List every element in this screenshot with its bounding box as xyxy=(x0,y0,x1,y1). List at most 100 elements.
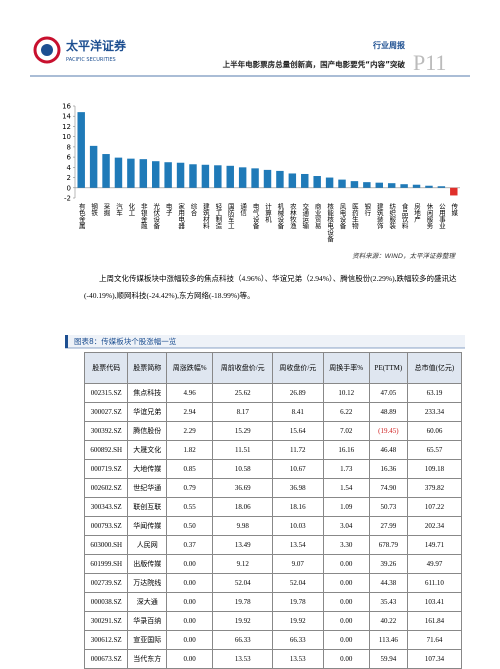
table-cell: 000793.SZ xyxy=(83,516,129,536)
table-cell: 233.34 xyxy=(406,402,463,422)
bar xyxy=(152,161,160,188)
table-cell: 300343.SZ xyxy=(83,497,129,517)
table-row: 300291.SZ 华录百纳 0.00 19.92 19.92 0.00 40.22 161.… xyxy=(83,611,463,631)
table-cell: 60.06 xyxy=(406,421,463,441)
table-cell: 当代东方 xyxy=(127,649,168,669)
x-tick-label: 机械设备 xyxy=(276,202,284,231)
table-cell: 15.29 xyxy=(212,421,274,441)
header-cell: 股票简称 xyxy=(127,352,168,384)
table-cell: 万达院线 xyxy=(127,573,168,593)
logo-icon xyxy=(33,36,61,64)
logo-icon xyxy=(41,44,53,56)
table-cell: 1.82 xyxy=(166,440,214,460)
table-cell: 10.12 xyxy=(322,383,370,403)
table-cell: 26.89 xyxy=(272,383,324,403)
table-cell: 25.62 xyxy=(212,383,274,403)
table-cell: 107.34 xyxy=(406,649,463,669)
table-cell: 7.02 xyxy=(322,421,370,441)
table-cell: 47.05 xyxy=(368,383,408,403)
table-cell: 2.94 xyxy=(166,402,214,422)
y-tick-label: 6 xyxy=(67,154,72,162)
table-cell: 8.41 xyxy=(272,402,324,422)
bar xyxy=(238,167,247,188)
bar xyxy=(437,186,446,188)
table-cell: 9.07 xyxy=(272,554,324,574)
bar xyxy=(176,162,185,188)
page: 太平洋证券 PACIFIC SECURITIES 行业周报 上半年电影票房总量创… xyxy=(30,36,470,669)
x-tick-label: 通信 xyxy=(239,202,247,218)
x-tick-label: 交通运输 xyxy=(301,202,309,231)
header-cell: PE(TTM) xyxy=(368,352,408,384)
bar xyxy=(450,187,458,196)
subtitle: 上半年电影票房总量创新高，国产电影要凭“内容”突破 xyxy=(223,59,406,69)
table-cell: 202.34 xyxy=(406,516,463,536)
table-cell: 0.50 xyxy=(166,516,214,536)
bar xyxy=(189,164,197,188)
table-cell: 华闻传媒 xyxy=(127,516,168,536)
table-cell: 10.03 xyxy=(272,516,324,536)
table-cell: 8.17 xyxy=(212,402,274,422)
bar xyxy=(139,159,148,188)
table-cell: 9.98 xyxy=(212,516,274,536)
table-cell: 44.38 xyxy=(368,573,408,593)
bar xyxy=(214,165,222,188)
table-cell: 27.99 xyxy=(368,516,408,536)
table-cell: 13.53 xyxy=(212,649,274,669)
table-cell: 0.00 xyxy=(322,592,370,612)
x-tick-label: 医药生物 xyxy=(350,203,358,231)
table-cell: 35.43 xyxy=(368,592,408,612)
y-tick-label: -2 xyxy=(64,195,71,203)
x-tick-label: 轻工制造 xyxy=(214,202,222,231)
table-cell: 0.37 xyxy=(166,535,214,555)
table-cell: 103.41 xyxy=(406,592,463,612)
table-cell: 9.12 xyxy=(212,554,274,574)
x-tick-label: 食品饮料 xyxy=(400,202,408,231)
table-cell: 300291.SZ xyxy=(83,611,129,631)
table-cell: 109.18 xyxy=(406,459,463,479)
table: 股票代码 股票简称 周涨跌幅% 周前收盘价/元 周收盘价/元 周换手率% PE(TTM) 总市… xyxy=(83,352,463,669)
table-cell: 36.69 xyxy=(212,478,274,498)
x-tick-label: 综合 xyxy=(189,202,197,218)
table-cell: 002315.SZ xyxy=(83,383,129,403)
table-cell: 48.89 xyxy=(368,402,408,422)
x-tick-label: 电子 xyxy=(164,202,172,217)
table-cell: 人民网 xyxy=(127,535,168,555)
table-cell: 16.36 xyxy=(368,459,408,479)
y-tick-label: 2 xyxy=(67,174,71,182)
table-cell: 1.09 xyxy=(322,497,370,517)
table-cell: 52.04 xyxy=(212,573,274,593)
x-tick-label: 非银金融 xyxy=(139,202,147,231)
table-cell: 63.19 xyxy=(406,383,463,403)
x-tick-label: 银行 xyxy=(363,202,371,218)
table-cell: 腾信股份 xyxy=(127,421,168,441)
table-cell: 19.78 xyxy=(272,592,324,612)
x-tick-label: 风电设备 xyxy=(338,203,346,231)
table-cell: 焦点科技 xyxy=(127,383,168,403)
y-tick-label: 0 xyxy=(67,184,71,192)
x-tick-label: 传媒 xyxy=(450,202,458,218)
table-cell: 大晟文化 xyxy=(127,440,168,460)
table-cell: 深大通 xyxy=(127,592,168,612)
caption-bar xyxy=(65,335,68,348)
header-row: 股票代码 股票简称 周涨跌幅% 周前收盘价/元 周收盘价/元 周换手率% PE(TTM) 总市… xyxy=(83,352,463,384)
table-cell: 0.00 xyxy=(166,554,214,574)
table-cell: 10.58 xyxy=(212,459,274,479)
table-row: 300392.SZ 腾信股份 2.29 15.29 15.64 7.02 (19.45) 60… xyxy=(83,421,463,441)
table-cell: 300027.SZ xyxy=(83,402,129,422)
y-tick-label: 14 xyxy=(62,113,71,121)
table-cell: 18.16 xyxy=(272,497,324,517)
bar xyxy=(375,182,383,188)
table-cell: 46.48 xyxy=(368,440,408,460)
y-tick-label: 10 xyxy=(62,133,71,141)
bar xyxy=(363,182,371,188)
source: 资料来源：WIND，太平洋证券整理 xyxy=(352,252,456,260)
table-cell: 36.98 xyxy=(272,478,324,498)
table-cell: 601999.SH xyxy=(83,554,129,574)
report-type: 行业周报 xyxy=(372,40,405,50)
table-cell: 出版传媒 xyxy=(127,554,168,574)
table-cell: 11.51 xyxy=(212,440,274,460)
table-cell: 149.71 xyxy=(406,535,463,555)
table-cell: 1.54 xyxy=(322,478,370,498)
table-row: 000038.SZ 深大通 0.00 19.78 19.78 0.00 35.43 103.4… xyxy=(83,592,463,612)
table-cell: 13.49 xyxy=(212,535,274,555)
